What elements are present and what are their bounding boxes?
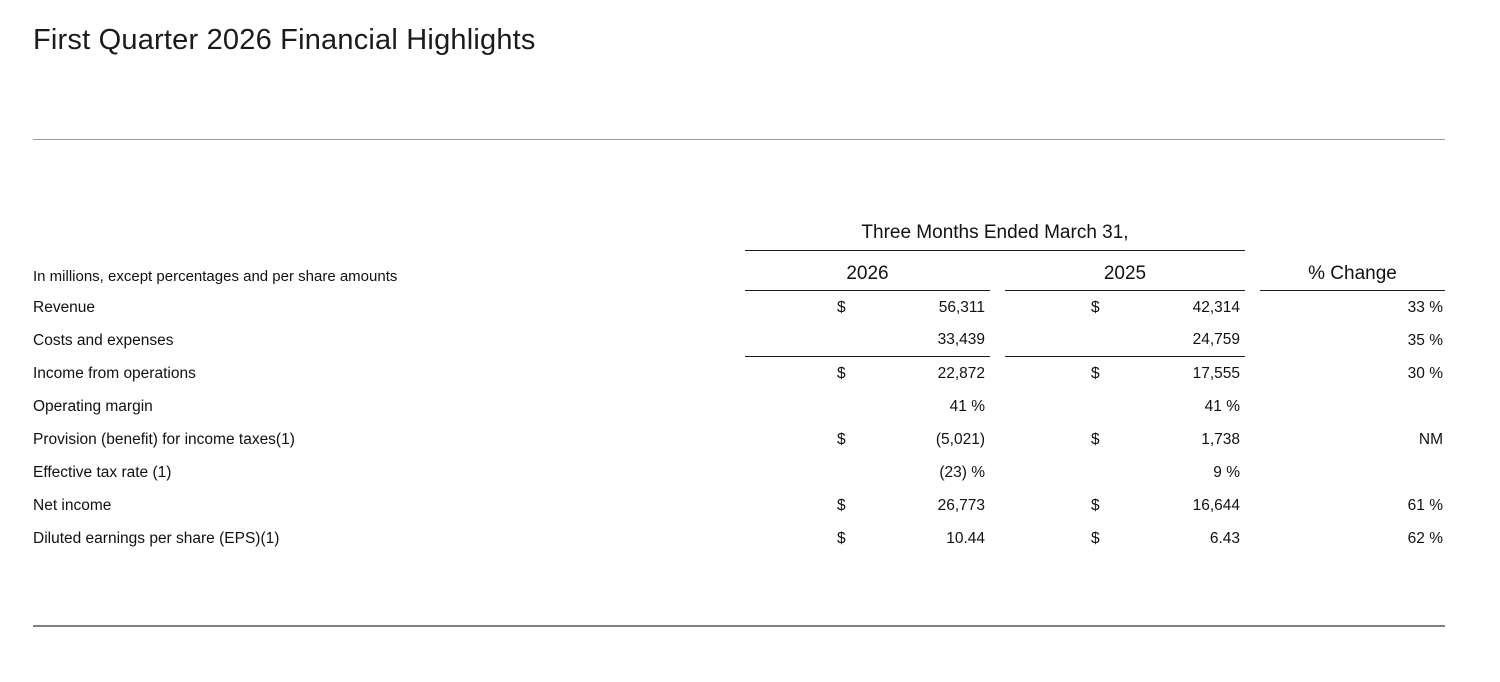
- column-gap: [1245, 489, 1260, 522]
- value-2026: (5,021): [935, 430, 985, 448]
- value-cell-2026: 41 %: [745, 390, 990, 423]
- currency-symbol: $: [1091, 298, 1100, 316]
- value-cell-2026: (23) %: [745, 456, 990, 489]
- row-label: Diluted earnings per share (EPS)(1): [33, 529, 280, 547]
- percent-change: [1260, 456, 1445, 489]
- row-label: Income from operations: [33, 364, 196, 382]
- value-2025: 17,555: [1192, 364, 1240, 382]
- table-row-effective-tax-rate: Effective tax rate (1) (23) % 9 %: [33, 456, 1445, 489]
- column-gap: [990, 390, 1005, 423]
- value-2025: 42,314: [1192, 298, 1240, 316]
- percent-change: 30 %: [1407, 364, 1443, 382]
- value-cell-2025: 41 %: [1005, 390, 1245, 423]
- value-2026: (23) %: [939, 463, 985, 481]
- column-header-change: % Change: [1260, 263, 1445, 291]
- column-gap: [1245, 357, 1260, 390]
- currency-symbol: $: [837, 529, 846, 547]
- column-gap: [990, 522, 1005, 555]
- column-gap: [1245, 456, 1260, 489]
- currency-symbol: $: [837, 298, 846, 316]
- value-cell-2026: $ 10.44: [745, 522, 990, 555]
- column-gap: [990, 456, 1005, 489]
- value-cell-2025: 24,759: [1005, 324, 1245, 357]
- top-divider: [33, 139, 1445, 140]
- column-gap: [1245, 423, 1260, 456]
- column-gap: [990, 291, 1005, 324]
- value-2026: 33,439: [937, 331, 985, 348]
- percent-change: 62 %: [1407, 529, 1443, 547]
- table-row-diluted-eps: Diluted earnings per share (EPS)(1) $ 10…: [33, 522, 1445, 555]
- table-row-income-from-operations: Income from operations $ 22,872 $ 17,555…: [33, 357, 1445, 390]
- value-cell-2026: $ 22,872: [745, 357, 990, 390]
- page-title: First Quarter 2026 Financial Highlights: [33, 24, 536, 56]
- percent-change: 33 %: [1407, 298, 1443, 316]
- value-cell-2025: 9 %: [1005, 456, 1245, 489]
- value-cell-2025: $ 1,738: [1005, 423, 1245, 456]
- value-cell-2026: $ (5,021): [745, 423, 990, 456]
- table-row-costs-and-expenses: Costs and expenses 33,439 24,759 35 %: [33, 324, 1445, 357]
- table-row-operating-margin: Operating margin 41 % 41 %: [33, 390, 1445, 423]
- table-row-revenue: Revenue $ 56,311 $ 42,314 33 %: [33, 291, 1445, 324]
- value-cell-2026: 33,439: [745, 324, 990, 357]
- row-label: Operating margin: [33, 397, 153, 415]
- row-label: Net income: [33, 496, 112, 514]
- period-span-header: Three Months Ended March 31,: [745, 222, 1245, 251]
- value-2026: 56,311: [938, 298, 985, 316]
- value-2026: 22,872: [937, 364, 985, 382]
- value-cell-2026: $ 26,773: [745, 489, 990, 522]
- column-gap: [1245, 291, 1260, 324]
- currency-symbol: $: [837, 364, 846, 382]
- column-gap: [990, 489, 1005, 522]
- row-label: Revenue: [33, 298, 96, 316]
- percent-change: NM: [1418, 430, 1443, 448]
- percent-change: 35 %: [1407, 331, 1443, 349]
- row-label: Costs and expenses: [33, 331, 174, 349]
- units-note: In millions, except percentages and per …: [33, 268, 398, 285]
- value-2025: 41 %: [1204, 397, 1240, 415]
- column-gap: [1245, 390, 1260, 423]
- currency-symbol: $: [1091, 529, 1100, 547]
- percent-change: [1260, 390, 1445, 423]
- value-2026: 10.44: [946, 529, 985, 547]
- value-cell-2025: $ 17,555: [1005, 357, 1245, 390]
- table-column-header-row: In millions, except percentages and per …: [33, 251, 1445, 291]
- column-gap: [1245, 324, 1260, 357]
- value-2026: 26,773: [937, 496, 985, 514]
- value-2025: 24,759: [1192, 331, 1240, 348]
- value-2025: 16,644: [1192, 496, 1240, 514]
- bottom-divider: [33, 625, 1445, 627]
- table-row-provision-for-income-taxes: Provision (benefit) for income taxes(1) …: [33, 423, 1445, 456]
- value-2025: 9 %: [1213, 463, 1240, 481]
- currency-symbol: $: [1091, 496, 1100, 514]
- row-label: Effective tax rate (1): [33, 463, 172, 481]
- value-cell-2025: $ 42,314: [1005, 291, 1245, 324]
- currency-symbol: $: [837, 430, 846, 448]
- column-gap: [990, 423, 1005, 456]
- currency-symbol: $: [1091, 364, 1100, 382]
- currency-symbol: $: [1091, 430, 1100, 448]
- column-gap: [990, 324, 1005, 357]
- value-cell-2025: $ 6.43: [1005, 522, 1245, 555]
- row-label: Provision (benefit) for income taxes(1): [33, 430, 295, 448]
- column-header-2025: 2025: [1005, 263, 1245, 291]
- column-gap: [1245, 522, 1260, 555]
- value-cell-2025: $ 16,644: [1005, 489, 1245, 522]
- column-header-2026: 2026: [745, 263, 990, 291]
- financial-highlights-table: Three Months Ended March 31, In millions…: [33, 220, 1445, 555]
- value-2026: 41 %: [949, 397, 985, 415]
- currency-symbol: $: [837, 496, 846, 514]
- value-2025: 6.43: [1209, 529, 1240, 547]
- table-span-header-row: Three Months Ended March 31,: [33, 220, 1445, 251]
- value-cell-2026: $ 56,311: [745, 291, 990, 324]
- percent-change: 61 %: [1407, 496, 1443, 514]
- table-row-net-income: Net income $ 26,773 $ 16,644 61 %: [33, 489, 1445, 522]
- value-2025: 1,738: [1201, 430, 1240, 448]
- column-gap: [990, 357, 1005, 390]
